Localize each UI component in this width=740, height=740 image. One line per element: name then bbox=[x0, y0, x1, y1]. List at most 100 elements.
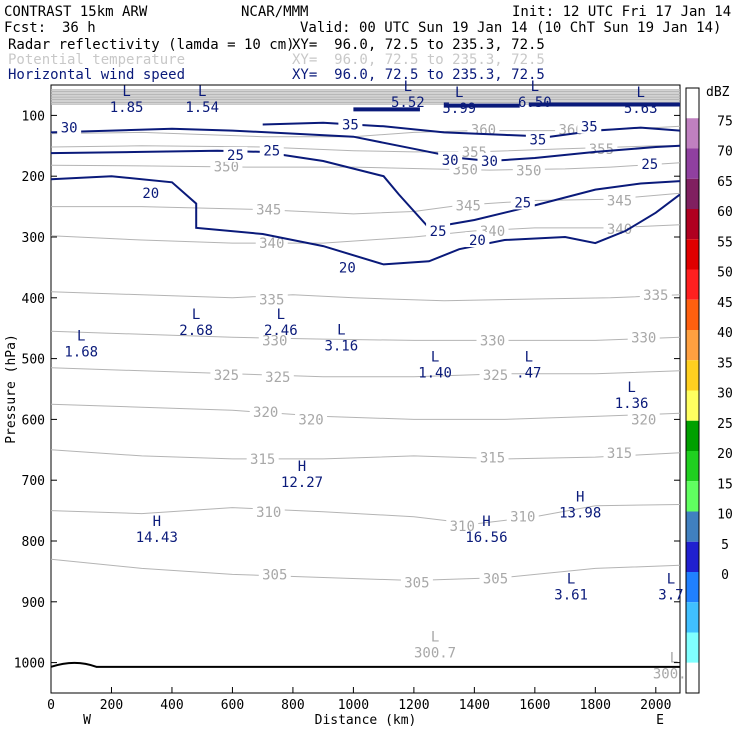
theta-contour-label: 330 bbox=[631, 330, 656, 346]
colorbar-label: 10 bbox=[717, 508, 733, 523]
wind-contour-label: 35 bbox=[529, 133, 546, 149]
wind-label-bg bbox=[438, 151, 463, 167]
high-marker: H bbox=[298, 459, 306, 475]
colorbar-label: 50 bbox=[717, 266, 733, 281]
colorbar-frame bbox=[685, 87, 700, 694]
colorbar-label: 45 bbox=[717, 296, 733, 311]
theta-contour-355 bbox=[50, 145, 680, 153]
colorbar-label: 55 bbox=[717, 235, 733, 250]
theta-contour-label: 315 bbox=[250, 452, 275, 468]
init-time: Init: 12 UTC Fri 17 Jan 14 bbox=[512, 4, 732, 20]
wind-contour-label: 30 bbox=[442, 153, 459, 169]
colorbar-unit: dBZ bbox=[706, 85, 730, 100]
colorbar-swatch bbox=[686, 511, 699, 542]
theta-contour-320 bbox=[50, 403, 681, 420]
theta-label-bg bbox=[246, 450, 279, 466]
low-marker: L bbox=[670, 651, 678, 667]
valid-time: Valid: 00 UTC Sun 19 Jan 14 (10 ChT Sun … bbox=[300, 20, 722, 36]
theta-contour-label: 350 bbox=[214, 159, 239, 175]
theta-label-bg bbox=[258, 332, 291, 348]
extremum-value: .47 bbox=[516, 366, 541, 382]
theta-contour-310 bbox=[50, 504, 681, 525]
field-wind-xy: XY= 96.0, 72.5 to 235.3, 72.5 bbox=[292, 67, 545, 83]
fcst-value: 36 h bbox=[62, 20, 96, 36]
x-end-label-east: E bbox=[656, 713, 664, 728]
x-tick-label: 1800 bbox=[580, 698, 611, 713]
wind-contour-label: 25 bbox=[430, 224, 447, 240]
theta-contour-305 bbox=[50, 558, 681, 582]
colorbar-swatch bbox=[686, 209, 699, 240]
theta-label-bg bbox=[506, 508, 539, 524]
low-marker: L bbox=[431, 350, 439, 366]
extremum-value: 1.54 bbox=[185, 100, 219, 116]
extremum-value: 6.50 bbox=[518, 95, 552, 111]
x-tick-label: 1000 bbox=[338, 698, 369, 713]
low-marker: L bbox=[198, 84, 206, 100]
theta-label-bg bbox=[255, 235, 288, 251]
y-tick-label: 1000 bbox=[14, 657, 45, 672]
low-marker: L bbox=[77, 328, 85, 344]
low-marker: L bbox=[627, 380, 635, 396]
theta-contour-340 bbox=[50, 224, 681, 244]
colorbar-swatch bbox=[686, 88, 699, 119]
theta-contour-label: 310 bbox=[256, 505, 281, 521]
theta-label-bg bbox=[210, 158, 243, 174]
y-tick-label: 100 bbox=[22, 109, 45, 124]
theta-contour-label: 320 bbox=[631, 412, 656, 428]
theta-label-bg bbox=[255, 291, 288, 307]
theta-contour-label: 345 bbox=[456, 198, 481, 214]
high-marker: H bbox=[153, 514, 161, 530]
wind-label-bg bbox=[525, 131, 550, 147]
wind-contour-label: 25 bbox=[641, 157, 658, 173]
colorbar-label: 15 bbox=[717, 477, 733, 492]
wind-contour-label: 20 bbox=[339, 260, 356, 276]
y-axis-title: Pressure (hPa) bbox=[4, 334, 19, 444]
extremum-value: 1.85 bbox=[110, 100, 144, 116]
colorbar-label: 25 bbox=[717, 417, 733, 432]
theta-label-bg bbox=[479, 367, 512, 383]
colorbar-swatch bbox=[686, 118, 699, 149]
theta-contour-label: 325 bbox=[483, 368, 508, 384]
extremum-value: 5.99 bbox=[442, 101, 476, 117]
colorbar-label: 5 bbox=[721, 538, 729, 553]
theta-label-bg bbox=[467, 121, 500, 137]
theta-contour-label: 315 bbox=[480, 451, 505, 467]
theta-label-bg bbox=[252, 503, 285, 519]
low-marker: L bbox=[531, 79, 539, 95]
x-tick-label: 1600 bbox=[519, 698, 550, 713]
theta-contour-label: 310 bbox=[450, 519, 475, 535]
low-marker: L bbox=[277, 307, 285, 323]
theta-contour-label: 305 bbox=[483, 572, 508, 588]
center-title: NCAR/MMM bbox=[241, 4, 309, 20]
colorbar-swatch bbox=[686, 269, 699, 300]
low-marker: L bbox=[667, 572, 675, 588]
wind-label-bg bbox=[465, 232, 490, 248]
theta-contour-325 bbox=[50, 367, 681, 378]
low-marker: L bbox=[337, 322, 345, 338]
theta-contour-335 bbox=[50, 291, 681, 302]
low-marker: L bbox=[636, 85, 644, 101]
colorbar-swatch bbox=[686, 662, 699, 693]
theta-label-bg bbox=[400, 574, 433, 590]
x-tick-label: 0 bbox=[47, 698, 55, 713]
theta-contour-330 bbox=[50, 330, 681, 341]
x-tick-label: 400 bbox=[160, 698, 183, 713]
x-tick-label: 800 bbox=[281, 698, 304, 713]
extremum-value: 1.36 bbox=[615, 396, 649, 412]
y-tick-label: 500 bbox=[22, 353, 45, 368]
colorbar-swatch bbox=[686, 602, 699, 633]
wind-label-bg bbox=[637, 156, 662, 172]
wind-label-bg bbox=[223, 146, 248, 162]
low-marker: L bbox=[404, 79, 412, 95]
field-reflectivity-name: Radar reflectivity (lamda = 10 cm) bbox=[8, 37, 295, 53]
colorbar-label: 60 bbox=[717, 205, 733, 220]
colorbar-swatch bbox=[686, 390, 699, 421]
wind-contour-label: 30 bbox=[61, 121, 78, 137]
colorbar-label: 30 bbox=[717, 387, 733, 402]
colorbar-swatch bbox=[686, 481, 699, 512]
extremum-value: 14.43 bbox=[136, 530, 178, 546]
wind-label-bg bbox=[335, 259, 360, 275]
x-tick-label: 200 bbox=[100, 698, 123, 713]
colorbar-label: 0 bbox=[721, 568, 729, 583]
theta-contour-label: 330 bbox=[480, 333, 505, 349]
